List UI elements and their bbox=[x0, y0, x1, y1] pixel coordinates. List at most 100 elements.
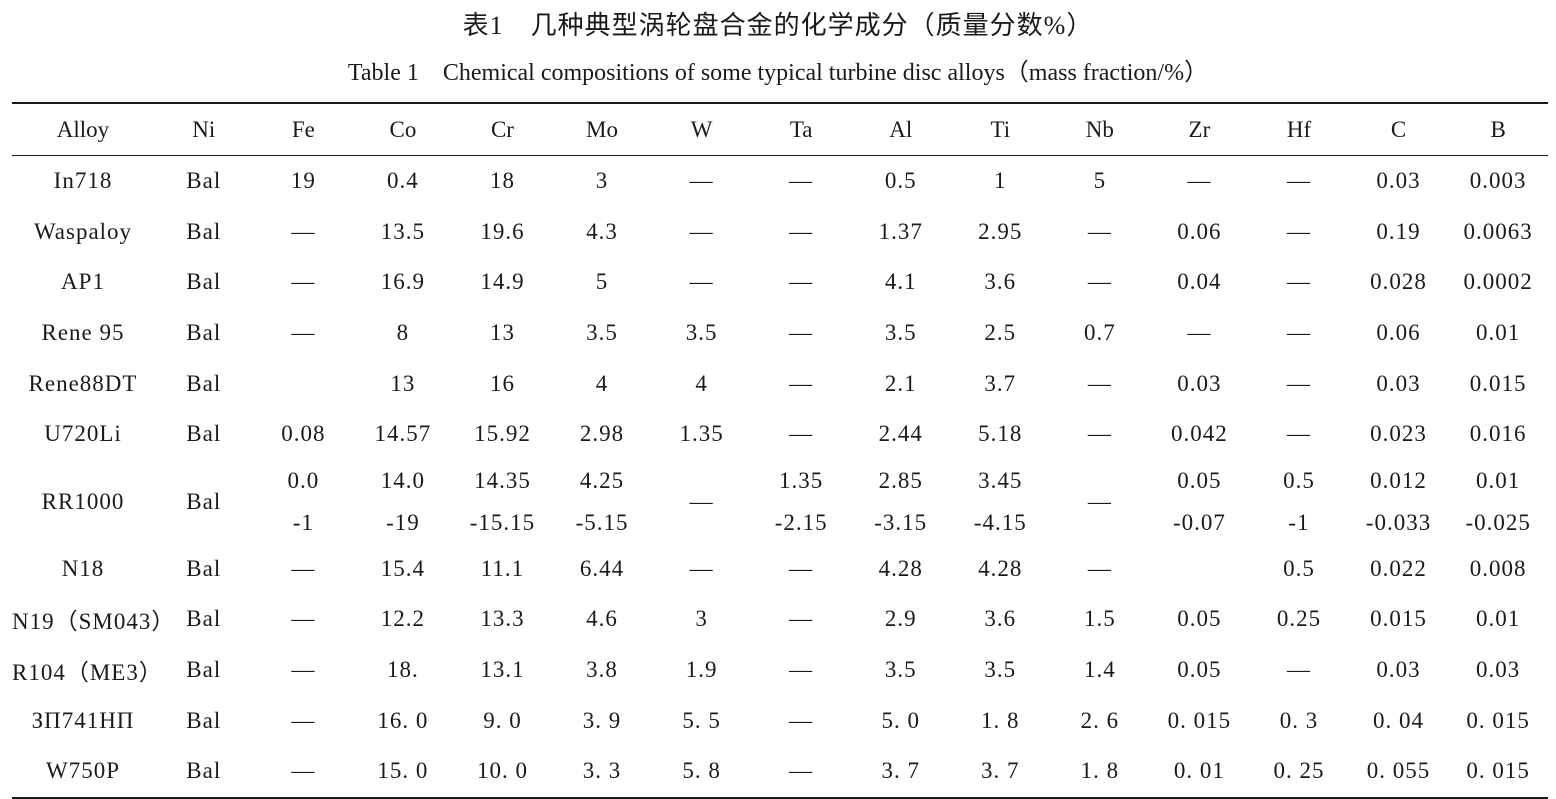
composition-cell-mo: 3. 9 bbox=[582, 707, 622, 733]
composition-cell-cr: 13 bbox=[489, 320, 515, 346]
composition-cell-co: 12.2 bbox=[380, 606, 426, 632]
composition-cell-zr: 0. 015 bbox=[1167, 707, 1232, 733]
composition-cell-ta: — bbox=[789, 168, 814, 194]
composition-cell-mo: 2.98 bbox=[579, 421, 625, 447]
composition-cell-nb: 1.5 bbox=[1083, 606, 1116, 632]
alloy-name-cell: W750P bbox=[12, 745, 154, 799]
alloy-name-cell: Rene 95 bbox=[41, 320, 125, 346]
composition-cell-w: — bbox=[689, 555, 714, 581]
composition-cell-w: 3 bbox=[695, 606, 708, 632]
composition-cell-zr: 0.06 bbox=[1177, 218, 1222, 244]
composition-cell-nb: 1. 8 bbox=[1050, 745, 1150, 799]
range-value: 1.35 -2.15 bbox=[751, 465, 851, 539]
alloy-name-cell: R104（ME3） bbox=[12, 660, 163, 686]
column-header-zr: Zr bbox=[1149, 102, 1250, 156]
composition-cell-co: 8 bbox=[396, 320, 410, 346]
composition-cell-ta: — bbox=[789, 421, 814, 447]
composition-cell-mo: 4.25 -5.15 bbox=[552, 460, 652, 544]
range-lower: 0.0 bbox=[287, 467, 320, 493]
range-value: 4.25 -5.15 bbox=[552, 465, 652, 539]
composition-cell-ta: 1.35 -2.15 bbox=[751, 460, 851, 544]
composition-cell-al: 0.5 bbox=[884, 168, 917, 194]
alloy-name-cell: RR1000 bbox=[41, 488, 125, 514]
composition-cell-fe: — bbox=[291, 555, 316, 581]
composition-cell-c: 0.19 bbox=[1376, 218, 1421, 244]
range-value: 0.0 -1 bbox=[254, 465, 354, 539]
range-lower: 14.35 bbox=[474, 467, 531, 493]
composition-cell-cr: 13.3 bbox=[480, 606, 525, 632]
range-lower: 0.01 bbox=[1476, 467, 1521, 493]
composition-cell-cr: 14.9 bbox=[480, 269, 525, 295]
composition-cell-b: 0. 015 bbox=[1466, 707, 1530, 733]
composition-cell-b: 0.016 bbox=[1469, 421, 1527, 447]
composition-cell-c: 0.012 -0.033 bbox=[1349, 460, 1449, 544]
composition-cell-nb: — bbox=[1087, 269, 1112, 295]
table-row: R104（ME3） Bal — 18. 13.1 3.8 1.9 — 3.5 3.5 1.4 0.05… bbox=[12, 645, 1548, 696]
composition-cell-mo: 4.3 bbox=[586, 218, 618, 244]
composition-cell-nb: — bbox=[1087, 488, 1112, 514]
composition-cell-fe: — bbox=[291, 218, 316, 244]
composition-cell-b: 0.008 bbox=[1469, 555, 1527, 581]
composition-cell-zr: — bbox=[1187, 320, 1212, 346]
composition-cell-fe: 0.08 bbox=[281, 421, 326, 447]
composition-cell-ni: Bal bbox=[186, 370, 222, 396]
header-row: Alloy Ni Fe Co Cr Mo W Ta Al Ti Nb Zr Hf C B bbox=[12, 102, 1548, 156]
range-lower: 4.25 bbox=[579, 467, 625, 493]
column-header-c: C bbox=[1348, 102, 1449, 156]
range-upper: -3.15 bbox=[874, 509, 928, 535]
composition-cell-hf: — bbox=[1286, 657, 1311, 683]
composition-cell-hf: — bbox=[1286, 320, 1311, 346]
composition-cell-w: 3.5 bbox=[685, 320, 718, 346]
composition-cell-c: 0.03 bbox=[1376, 168, 1421, 194]
composition-cell-ti: 4.28 bbox=[978, 555, 1023, 581]
composition-cell-hf: 0.5 -1 bbox=[1249, 460, 1349, 544]
range-lower: 0.05 bbox=[1177, 467, 1222, 493]
composition-table: Alloy Ni Fe Co Cr Mo W Ta Al Ti Nb Zr Hf C B In718 Bal 1… bbox=[12, 102, 1548, 799]
range-value: 2.85 -3.15 bbox=[851, 465, 951, 539]
composition-cell-cr: 19.6 bbox=[480, 218, 525, 244]
composition-cell-co: 18. bbox=[387, 657, 419, 683]
composition-cell-hf: — bbox=[1286, 421, 1311, 447]
composition-cell-hf: — bbox=[1286, 370, 1311, 396]
table-row: Rene 95 Bal — 8 13 3.5 3.5 — 3.5 2.5 0.7 — — 0.06 0.01 bbox=[12, 308, 1548, 359]
composition-cell-b: 0.0002 bbox=[1463, 269, 1533, 295]
composition-cell-ti: 1. 8 bbox=[981, 707, 1020, 733]
composition-cell-c: 0. 04 bbox=[1373, 707, 1425, 733]
composition-cell-mo: 3.8 bbox=[586, 657, 618, 683]
composition-cell-nb: 0.7 bbox=[1083, 320, 1116, 346]
composition-cell-nb: 2. 6 bbox=[1080, 707, 1120, 733]
composition-cell-al: 5. 0 bbox=[881, 707, 920, 733]
composition-cell-cr: 9. 0 bbox=[483, 707, 522, 733]
range-value: 0.012 -0.033 bbox=[1349, 465, 1449, 539]
composition-cell-zr: — bbox=[1187, 168, 1212, 194]
composition-cell-cr: 15.92 bbox=[474, 421, 531, 447]
column-header-ni: Ni bbox=[154, 102, 254, 156]
composition-cell-c: 0.03 bbox=[1376, 370, 1421, 396]
alloy-name-cell: In718 bbox=[53, 168, 113, 194]
composition-cell-ti: 2.95 bbox=[978, 218, 1023, 244]
composition-cell-ti: 3.5 bbox=[984, 657, 1017, 683]
composition-cell-w: 1.9 bbox=[685, 657, 718, 683]
composition-cell-w: — bbox=[689, 269, 714, 295]
composition-cell-zr: 0.05 bbox=[1177, 657, 1222, 683]
range-lower: 0.012 bbox=[1370, 467, 1427, 493]
composition-cell-fe: 19 bbox=[290, 168, 316, 194]
range-value: 0.01 -0.025 bbox=[1448, 465, 1548, 539]
composition-cell-c: 0.022 bbox=[1370, 555, 1427, 581]
composition-cell-ni: Bal bbox=[186, 606, 222, 632]
range-upper: -5.15 bbox=[575, 509, 629, 535]
composition-cell-ti: 3. 7 bbox=[950, 745, 1051, 799]
composition-cell-ti: 2.5 bbox=[984, 320, 1017, 346]
composition-cell-hf: — bbox=[1286, 218, 1311, 244]
composition-cell-ni: Bal bbox=[186, 488, 222, 514]
table-row: Rene88DT Bal 13 16 4 4 — 2.1 3.7 — 0.03 — 0.03 0.015 bbox=[12, 358, 1548, 409]
composition-cell-mo: 5 bbox=[595, 269, 609, 295]
table-row: W750P Bal —15. 0 10. 0 3. 3 5. 8—3. 7 3. 7 1. 8… bbox=[12, 745, 1548, 799]
composition-cell-ni: Bal bbox=[186, 707, 222, 733]
composition-cell-mo: 6.44 bbox=[579, 555, 625, 581]
composition-cell-zr: 0.05 bbox=[1177, 606, 1222, 632]
composition-cell-nb: — bbox=[1087, 421, 1112, 447]
composition-cell-cr: 13.1 bbox=[480, 657, 525, 683]
range-lower: 2.85 bbox=[878, 467, 923, 493]
composition-cell-w: 1.35 bbox=[679, 421, 724, 447]
